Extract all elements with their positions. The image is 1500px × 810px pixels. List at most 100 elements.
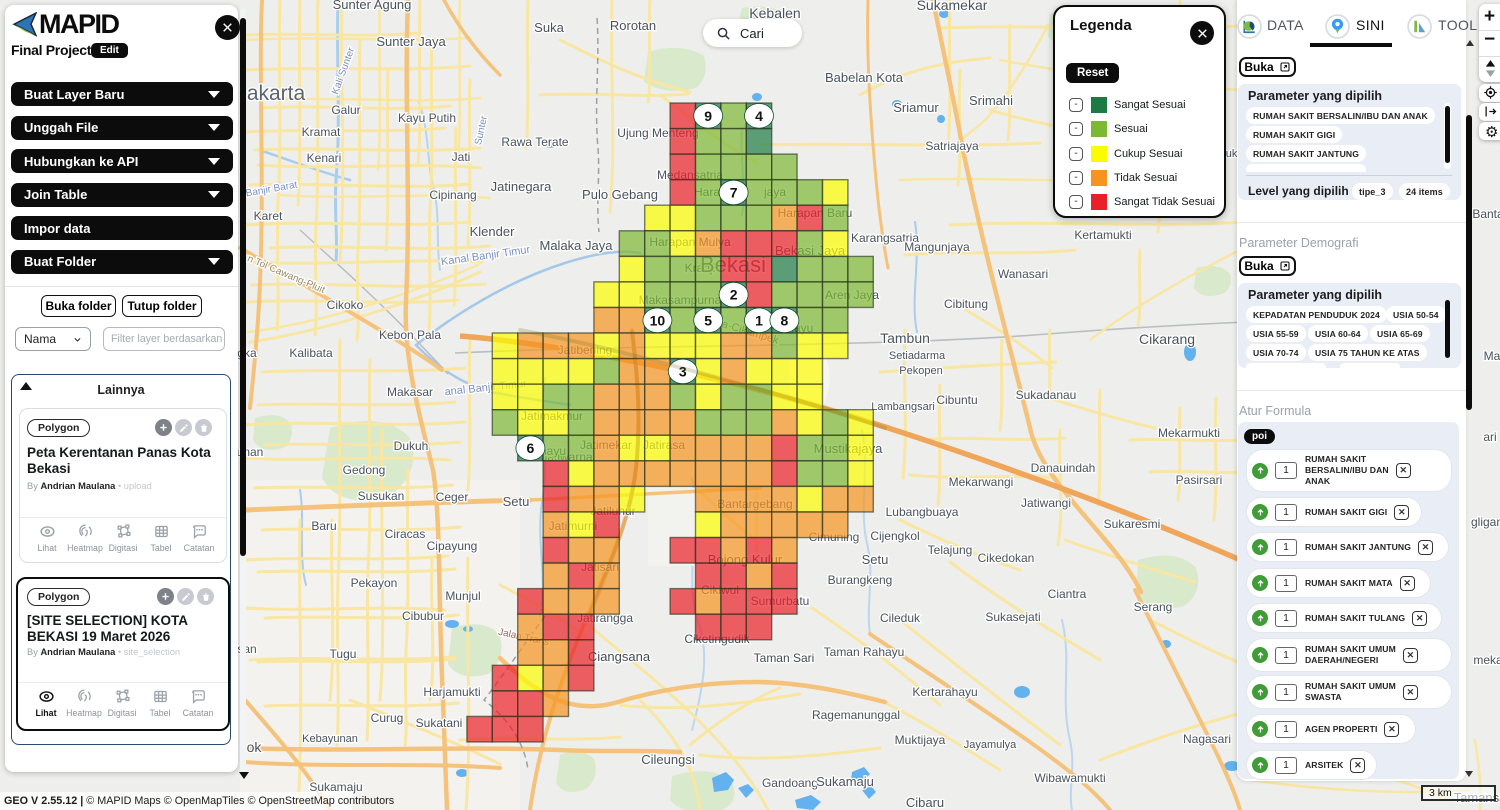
svg-text:8: 8: [781, 312, 789, 328]
svg-text:Mangunjaya: Mangunjaya: [904, 240, 970, 254]
svg-text:Taman Rahayu: Taman Rahayu: [824, 645, 905, 659]
svg-text:meka: meka: [1473, 653, 1500, 667]
svg-text:Nagasari: Nagasari: [1183, 732, 1231, 746]
svg-text:Kebalen: Kebalen: [749, 5, 800, 21]
svg-text:3: 3: [679, 363, 687, 379]
svg-text:Kenari: Kenari: [307, 151, 342, 165]
svg-text:Sukatani: Sukatani: [416, 716, 463, 730]
svg-text:Kertarahayu: Kertarahayu: [912, 685, 977, 699]
svg-text:Pekayon: Pekayon: [351, 576, 398, 590]
svg-text:Cikoko: Cikoko: [327, 298, 364, 312]
svg-text:Cipayung: Cipayung: [428, 538, 479, 552]
svg-text:Ragemanunggal: Ragemanunggal: [812, 708, 900, 722]
svg-text:ok: ok: [247, 739, 263, 755]
svg-text:Cikarang: Cikarang: [1139, 331, 1195, 347]
svg-text:Srimahi: Srimahi: [969, 93, 1013, 108]
svg-text:Malaka Jaya: Malaka Jaya: [540, 238, 614, 253]
svg-text:Kayu Putih: Kayu Putih: [398, 111, 456, 125]
svg-text:Karangsatria: Karangsatria: [851, 231, 919, 245]
svg-text:Serang: Serang: [1134, 600, 1173, 614]
svg-text:Karet: Karet: [254, 209, 283, 223]
svg-text:Jati: Jati: [452, 150, 471, 164]
svg-text:Kramat: Kramat: [302, 125, 341, 139]
svg-text:Cikedokan: Cikedokan: [978, 551, 1035, 565]
svg-text:akarta: akarta: [247, 82, 306, 105]
svg-text:Wibawamukti: Wibawamukti: [1034, 771, 1105, 785]
svg-text:Cijengkol: Cijengkol: [870, 529, 919, 543]
svg-text:Munjul: Munjul: [445, 589, 480, 603]
svg-text:9: 9: [704, 108, 712, 124]
svg-text:Ciangsana: Ciangsana: [588, 649, 651, 664]
svg-text:gligan: gligan: [1471, 515, 1500, 529]
svg-text:Kebon Pala: Kebon Pala: [379, 328, 441, 342]
svg-text:Pulo Gebang: Pulo Gebang: [582, 187, 658, 202]
svg-text:Jatinegara: Jatinegara: [491, 179, 552, 194]
svg-text:Ceger: Ceger: [436, 490, 469, 504]
svg-text:Telajung: Telajung: [928, 543, 973, 557]
svg-text:Gedong: Gedong: [343, 463, 386, 477]
svg-text:Jayamulya: Jayamulya: [964, 739, 1017, 751]
svg-text:Klender: Klender: [470, 224, 515, 239]
svg-text:Cileungsi: Cileungsi: [641, 752, 695, 767]
svg-text:4: 4: [755, 108, 763, 124]
svg-text:Baru: Baru: [311, 519, 336, 533]
svg-text:Setiadarma: Setiadarma: [889, 350, 946, 362]
svg-text:Cipinang: Cipinang: [429, 188, 476, 202]
svg-text:Pasirsari: Pasirsari: [1176, 473, 1223, 487]
svg-text:10: 10: [650, 312, 666, 328]
svg-text:Sriamur: Sriamur: [893, 100, 939, 115]
svg-text:Cibitung: Cibitung: [944, 297, 988, 311]
svg-text:Rorotan: Rorotan: [610, 18, 656, 33]
svg-text:Sunter Jaya: Sunter Jaya: [376, 34, 446, 49]
svg-text:Lambangsari: Lambangsari: [871, 401, 935, 413]
svg-text:Sukamaju: Sukamaju: [309, 780, 362, 794]
svg-text:Dukuh: Dukuh: [394, 439, 429, 453]
svg-text:Sukasejati: Sukasejati: [985, 610, 1040, 624]
svg-text:Ciracas: Ciracas: [385, 527, 426, 541]
svg-text:Cibuntu: Cibuntu: [936, 393, 977, 407]
svg-text:Rawa Terate: Rawa Terate: [501, 135, 568, 149]
svg-text:Cibaru: Cibaru: [906, 795, 944, 810]
svg-text:ari: ari: [1483, 430, 1496, 444]
svg-text:Sukadanau: Sukadanau: [1016, 388, 1077, 402]
svg-text:Cibubur: Cibubur: [402, 609, 444, 623]
svg-text:Curug: Curug: [371, 711, 404, 725]
svg-text:Pekopen: Pekopen: [899, 365, 942, 377]
svg-text:Kalibata: Kalibata: [289, 346, 333, 360]
svg-text:2: 2: [730, 287, 738, 303]
svg-text:Sukaresmi: Sukaresmi: [1104, 517, 1161, 531]
svg-text:Lubangbuaya: Lubangbuaya: [886, 505, 959, 519]
svg-text:Galur: Galur: [331, 103, 360, 117]
svg-text:Setu: Setu: [503, 494, 530, 509]
svg-text:Burangkeng: Burangkeng: [828, 573, 893, 587]
svg-text:7: 7: [730, 185, 738, 201]
svg-text:Muktijaya: Muktijaya: [895, 733, 946, 747]
svg-text:Mekarwangi: Mekarwangi: [949, 475, 1014, 489]
svg-text:Taman Sari: Taman Sari: [754, 651, 815, 665]
svg-text:Sunter Agung: Sunter Agung: [333, 0, 412, 12]
svg-text:Tambun: Tambun: [880, 330, 930, 346]
svg-text:Babelan Kota: Babelan Kota: [825, 70, 904, 85]
svg-text:Kebayunan: Kebayunan: [302, 733, 358, 745]
svg-text:Wanasari: Wanasari: [998, 267, 1048, 281]
svg-text:Sukamaju: Sukamaju: [816, 774, 874, 789]
svg-text:Susukan: Susukan: [358, 489, 405, 503]
svg-text:6: 6: [527, 440, 535, 456]
svg-text:Cileduk: Cileduk: [880, 611, 921, 625]
svg-text:Setu: Setu: [862, 552, 889, 567]
svg-text:Cipayung: Cipayung: [427, 539, 478, 553]
svg-text:Makasar: Makasar: [387, 385, 433, 399]
svg-text:Gandoang: Gandoang: [762, 776, 818, 790]
svg-text:5: 5: [704, 312, 712, 328]
svg-text:Banta: Banta: [1472, 207, 1500, 221]
svg-text:1: 1: [755, 312, 763, 328]
svg-text:Harjamukti: Harjamukti: [423, 685, 480, 699]
svg-text:Mar: Mar: [1484, 349, 1500, 363]
svg-text:Sukamekar: Sukamekar: [917, 0, 988, 13]
svg-text:Mekarmukti: Mekarmukti: [1158, 426, 1220, 440]
svg-text:Ciantra: Ciantra: [1048, 587, 1087, 601]
svg-text:Suka: Suka: [534, 20, 564, 35]
svg-text:Kertamukti: Kertamukti: [1074, 228, 1131, 242]
svg-text:Jatiwangi: Jatiwangi: [1021, 496, 1071, 510]
svg-text:Tugu: Tugu: [330, 647, 357, 661]
